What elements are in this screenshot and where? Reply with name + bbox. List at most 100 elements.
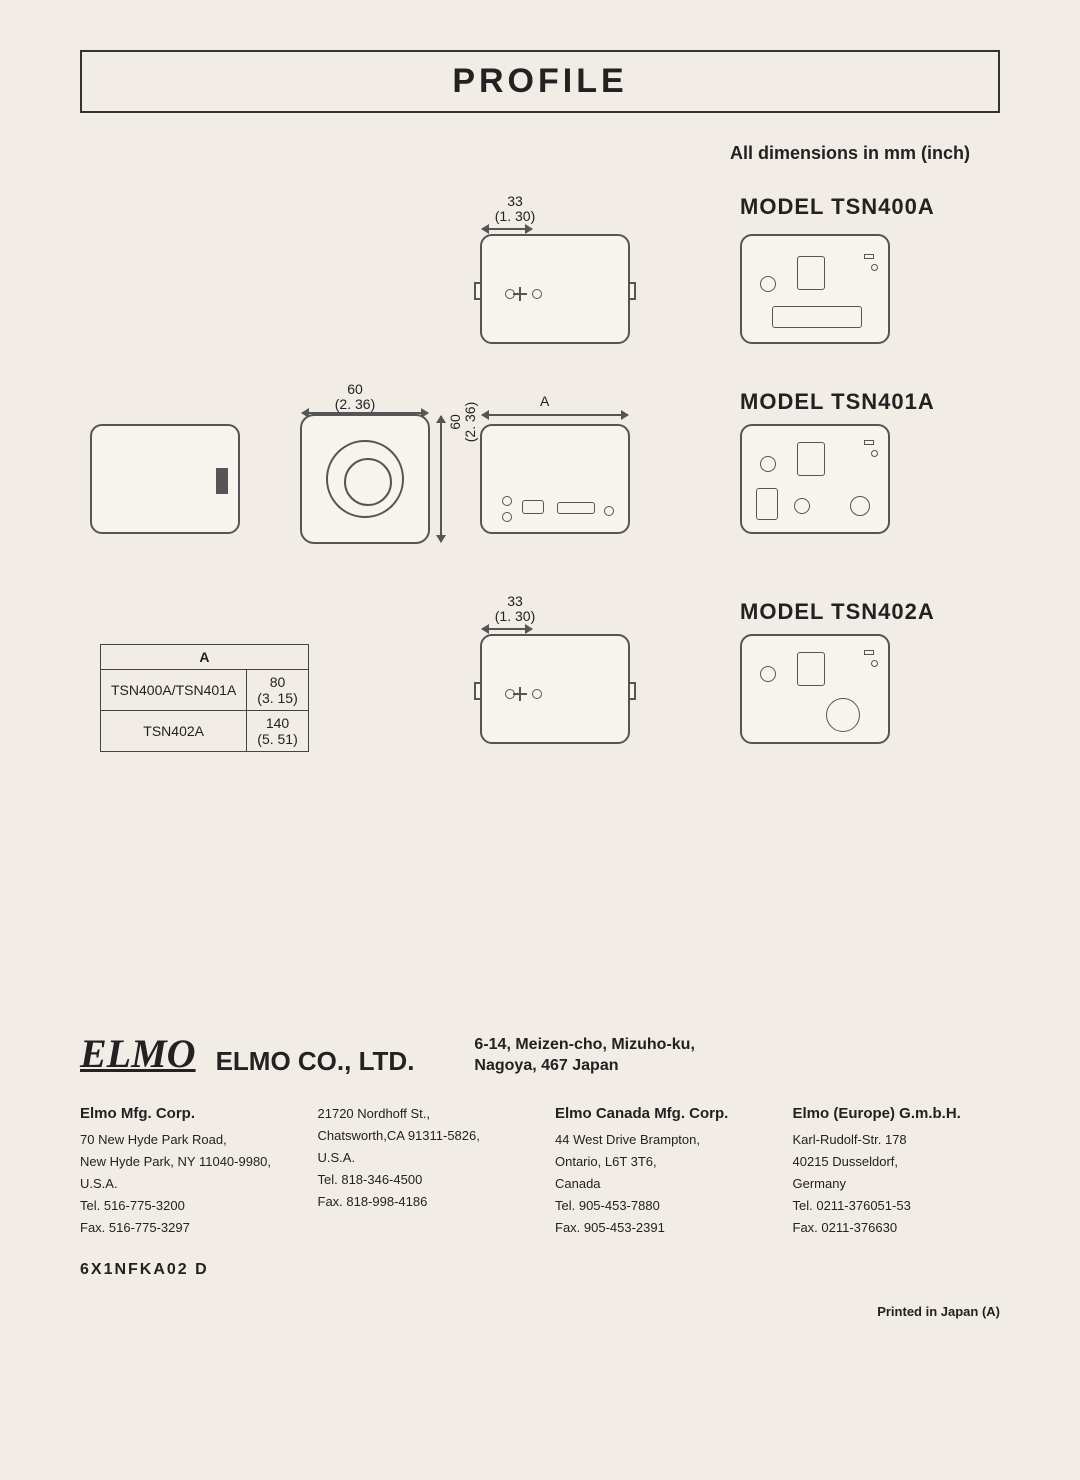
camera-lens-view (300, 414, 430, 544)
dot (505, 689, 515, 699)
office-line: Germany (793, 1173, 1001, 1195)
office-line: New Hyde Park, NY 11040-9980, (80, 1151, 288, 1173)
office-line: Karl-Rudolf-Str. 178 (793, 1129, 1001, 1151)
office-line: Fax. 905-453-2391 (555, 1217, 763, 1239)
dim-60h: 60(2. 36) (448, 392, 479, 452)
port (756, 488, 778, 520)
table-row: TSN400A/TSN401A 80(3. 15) (101, 670, 309, 711)
elmo-logo: ELMO (80, 1030, 196, 1077)
dim-arrow (482, 228, 532, 230)
connector (797, 256, 825, 290)
office-line: Tel. 0211-376051-53 (793, 1195, 1001, 1217)
connector (760, 276, 776, 292)
dimensions-note: All dimensions in mm (inch) (80, 143, 1000, 164)
table-header: A (101, 645, 309, 670)
model-label-401: MODEL TSN401A (740, 389, 935, 415)
screw (871, 660, 878, 667)
center-mark (513, 287, 527, 301)
dim-arrow (482, 628, 532, 630)
office-line: 44 West Drive Brampton, (555, 1129, 763, 1151)
screw (871, 450, 878, 457)
camera-bottom-view (480, 424, 630, 534)
cell-value: 80(3. 15) (247, 670, 308, 711)
office-line: 40215 Dusseldorf, (793, 1151, 1001, 1173)
dot (532, 689, 542, 699)
connector (794, 498, 810, 514)
camera-rear-402 (740, 634, 890, 744)
camera-rear-400 (740, 234, 890, 344)
lens-ring (326, 440, 404, 518)
document-code: 6X1NFKA02 D (80, 1261, 1000, 1279)
connector (797, 442, 825, 476)
office-line: Fax. 818-998-4186 (318, 1191, 526, 1213)
dim-arrow (482, 414, 628, 416)
office-name: Elmo Mfg. Corp. (80, 1101, 288, 1127)
hole (502, 496, 512, 506)
office-line: Tel. 818-346-4500 (318, 1169, 526, 1191)
office-line: Ontario, L6T 3T6, (555, 1151, 763, 1173)
office-line: 21720 Nordhoff St., (318, 1103, 526, 1125)
hq-line: 6-14, Meizen-cho, Mizuho-ku, (474, 1035, 694, 1056)
office-line: Tel. 516-775-3200 (80, 1195, 288, 1217)
dot (532, 289, 542, 299)
office-line: Chatsworth,CA 91311-5826, (318, 1125, 526, 1147)
mount-tab (628, 282, 636, 300)
office-col: Elmo Canada Mfg. Corp. 44 West Drive Bra… (555, 1101, 763, 1239)
led (864, 650, 874, 655)
office-col: 21720 Nordhoff St., Chatsworth,CA 91311-… (318, 1101, 526, 1239)
cell-model: TSN400A/TSN401A (101, 670, 247, 711)
connector-side (216, 468, 228, 494)
dim-a: A (540, 394, 549, 409)
center-mark (513, 687, 527, 701)
camera-front-view-1 (480, 234, 630, 344)
camera-rear-401 (740, 424, 890, 534)
office-name: Elmo Canada Mfg. Corp. (555, 1101, 763, 1127)
footer: ELMO ELMO CO., LTD. 6-14, Meizen-cho, Mi… (80, 1030, 1000, 1279)
hole (604, 506, 614, 516)
office-line: Fax. 516-775-3297 (80, 1217, 288, 1239)
slot (557, 502, 595, 514)
dial (850, 496, 870, 516)
office-line: Tel. 905-453-7880 (555, 1195, 763, 1217)
logo-row: ELMO ELMO CO., LTD. 6-14, Meizen-cho, Mi… (80, 1030, 1000, 1077)
dim-arrow (440, 416, 442, 542)
printed-note: Printed in Japan (A) (877, 1304, 1000, 1319)
hq-line: Nagoya, 467 Japan (474, 1056, 694, 1077)
table-row: TSN402A 140(5. 51) (101, 711, 309, 752)
diagrams-region: 33(1. 30) MODEL TSN400A 60(2. 36) 60(2. … (80, 194, 1000, 874)
model-label-400: MODEL TSN400A (740, 194, 935, 220)
office-line: Fax. 0211-376630 (793, 1217, 1001, 1239)
offices-row: Elmo Mfg. Corp. 70 New Hyde Park Road, N… (80, 1101, 1000, 1239)
dimension-a-table: A TSN400A/TSN401A 80(3. 15) TSN402A 140(… (100, 644, 309, 752)
connector (797, 652, 825, 686)
office-col: Elmo Mfg. Corp. 70 New Hyde Park Road, N… (80, 1101, 288, 1239)
company-name: ELMO CO., LTD. (216, 1046, 415, 1077)
dim-60w: 60(2. 36) (325, 382, 385, 413)
dim-33-top: 33(1. 30) (490, 194, 540, 225)
screw (871, 264, 878, 271)
camera-front-view-3 (480, 634, 630, 744)
office-line: U.S.A. (80, 1173, 288, 1195)
hole (502, 512, 512, 522)
led (864, 254, 874, 259)
office-line: 70 New Hyde Park Road, (80, 1129, 288, 1151)
connector (760, 456, 776, 472)
office-line: U.S.A. (318, 1147, 526, 1169)
camera-side-view (90, 424, 240, 534)
dot (505, 289, 515, 299)
dim-33-bottom: 33(1. 30) (490, 594, 540, 625)
slot (522, 500, 544, 514)
office-col: Elmo (Europe) G.m.b.H. Karl-Rudolf-Str. … (793, 1101, 1001, 1239)
office-line: Canada (555, 1173, 763, 1195)
connector (760, 666, 776, 682)
led (864, 440, 874, 445)
page-title: PROFILE (82, 62, 998, 101)
office-name: Elmo (Europe) G.m.b.H. (793, 1101, 1001, 1127)
mount-tab (474, 682, 482, 700)
model-label-402: MODEL TSN402A (740, 599, 935, 625)
mount-tab (474, 282, 482, 300)
mount-tab (628, 682, 636, 700)
title-box: PROFILE (80, 50, 1000, 113)
dial-large (826, 698, 860, 732)
dip-switch (772, 306, 862, 328)
